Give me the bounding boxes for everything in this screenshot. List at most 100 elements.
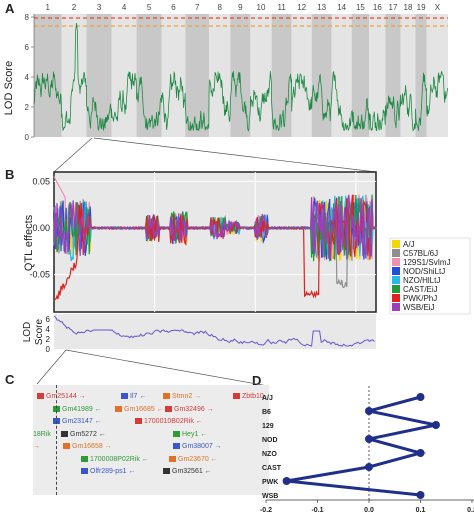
chromosome-band (136, 14, 162, 137)
gene-label: Gm16685 ← (115, 406, 164, 414)
legend-label: C57BL/6J (403, 249, 438, 258)
chromosome-label: 4 (122, 3, 127, 12)
gene-label: Hey1 ← (173, 431, 207, 439)
y-tick-label: 8 (25, 13, 30, 22)
chromosome-band (385, 14, 401, 137)
y-tick-label: 0.00 (32, 223, 50, 233)
strain-label: 129 (262, 423, 274, 430)
gene-marker (115, 406, 122, 413)
effect-point (365, 435, 373, 443)
strain-label: PWK (262, 479, 278, 486)
lod-score-axis-label: LOD Score (3, 61, 15, 115)
gene-marker (81, 456, 88, 463)
gene-label: Gm23670 ← (169, 456, 218, 464)
gene-label: → (33, 443, 40, 451)
gene-marker (135, 418, 142, 425)
chromosome-band (185, 14, 210, 137)
legend-label: NOD/ShiLtJ (403, 267, 445, 276)
strain-label: NOD (262, 437, 278, 444)
legend-swatch (392, 294, 400, 302)
chromosome-label: 14 (337, 3, 346, 12)
gene-marker (37, 393, 44, 400)
lod-tick-label: 2 (46, 335, 51, 344)
gene-marker (165, 406, 172, 413)
strain-label: CAST (262, 465, 282, 472)
chromosome-label: 7 (195, 3, 200, 12)
panel-b-qtl-effects: 0.050.00-0.05 50100150 QTL effects 6420 … (22, 171, 471, 354)
legend-swatch (392, 267, 400, 275)
gene-name: Gm41989 ← (62, 406, 102, 413)
legend-label: CAST/EiJ (403, 285, 438, 294)
chromosome-band (331, 14, 352, 137)
lod-subpanel-label-1: LOD (22, 322, 33, 343)
gene-marker (173, 443, 180, 450)
gene-name: Gm38007 → (182, 443, 222, 450)
legend-swatch (392, 276, 400, 284)
effect-point (282, 477, 291, 485)
y-tick-label: -0.05 (29, 270, 50, 280)
x-tick-label: -0.1 (311, 507, 323, 514)
gene-name: Gm25144 → (46, 393, 86, 400)
legend-swatch (392, 240, 400, 248)
chromosome-label: 10 (257, 3, 266, 12)
chromosome-label: X (435, 3, 441, 12)
gene-name: Gm23147 ← (62, 418, 102, 425)
gene-marker (81, 468, 88, 475)
gene-name: 1700010B02Rik ← (144, 418, 203, 425)
strain-legend: A/JC57BL/6J129S1/SvImJNOD/ShiLtJNZO/HlLt… (389, 237, 471, 315)
gene-name: 1700008P02Rik ← (90, 456, 149, 463)
effect-point (416, 491, 425, 499)
gene-label: 1700008P02Rik ← (81, 456, 149, 464)
panel-letter-d: D (252, 373, 262, 388)
chromosome-band (271, 14, 292, 137)
gene-name: Gm32561 ← (172, 468, 212, 475)
gene-label: Gm38007 → (173, 443, 222, 451)
legend-label: 129S1/SvImJ (403, 258, 451, 267)
qtl-effects-axis-label: QTL effects (23, 214, 35, 271)
gene-name: Olfr289-ps1 ← (90, 468, 136, 475)
gene-name: 18Rik (33, 431, 51, 438)
effect-point (431, 421, 440, 429)
gene-label: Stmn2 → (163, 393, 201, 401)
gene-marker (169, 456, 176, 463)
y-tick-label: 0 (25, 133, 30, 142)
chromosome-label: 12 (297, 3, 306, 12)
gene-name: Gm5272 ← (70, 431, 106, 438)
chromosome-band (351, 14, 370, 137)
chromosome-band (311, 14, 332, 137)
gene-marker (61, 431, 68, 438)
gene-label: Il7 ← (121, 393, 146, 401)
gene-name: → (33, 443, 40, 450)
effect-point (416, 449, 425, 457)
gene-marker (163, 468, 170, 475)
chromosome-label: 1 (46, 3, 51, 12)
x-tick-label: -0.2 (260, 507, 272, 514)
gene-name: Gm23670 ← (178, 456, 218, 463)
chromosome-band (161, 14, 186, 137)
gene-marker (163, 393, 170, 400)
chromosome-label: 13 (317, 3, 326, 12)
y-tick-label: 2 (25, 103, 30, 112)
legend-label: WSB/EiJ (403, 303, 435, 312)
gene-label: Gm25144 → (37, 393, 86, 401)
chromosome-label: 8 (218, 3, 223, 12)
lod-subpanel-trace (53, 315, 375, 347)
chromosome-label: 2 (72, 3, 77, 12)
chromosome-label: 5 (147, 3, 152, 12)
gene-name: Stmn2 → (172, 393, 202, 400)
chromosome-label: 3 (97, 3, 102, 12)
lod-tick-label: 4 (46, 325, 51, 334)
position-marker (56, 385, 57, 495)
y-tick-label: 4 (25, 73, 30, 82)
y-tick-label: 0.05 (32, 176, 50, 186)
gene-track: Gm25144 → Il7 ← Stmn2 → Zbtb10 Gm41989 ← Gm16… (33, 385, 269, 495)
gene-label: Gm16658 → (63, 443, 112, 451)
gene-name: Il7 ← (130, 393, 147, 400)
effect-point (365, 407, 373, 415)
gene-name: Hey1 ← (182, 431, 208, 438)
lod-subpanel-label-2: Score (34, 319, 45, 346)
effect-point (416, 393, 425, 401)
chromosome-label: 16 (373, 3, 382, 12)
panel-letter-b: B (5, 167, 15, 182)
